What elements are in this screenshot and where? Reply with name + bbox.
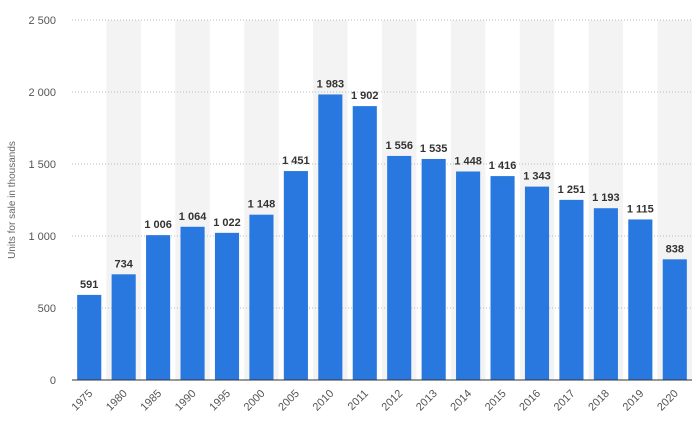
y-tick-label: 500 — [38, 303, 56, 315]
bar — [111, 274, 136, 380]
bar — [628, 219, 653, 380]
bar — [421, 158, 446, 380]
x-tick-label: 2005 — [276, 388, 302, 414]
data-labels: 591 734 1 006 1 064 1 022 1 148 1 451 1 983 1 90… — [80, 78, 684, 290]
data-label: 1 193 — [592, 192, 620, 204]
bar — [490, 176, 515, 380]
data-label: 838 — [666, 243, 684, 255]
x-tick-label: 2010 — [311, 388, 337, 414]
data-label: 1 022 — [213, 217, 241, 229]
data-label: 1 902 — [351, 90, 379, 102]
bar — [214, 232, 240, 380]
data-label: 1 251 — [558, 184, 586, 196]
data-label: 1 451 — [282, 155, 310, 167]
y-axis-ticks: 0 500 1 000 1 500 2 000 2 500 — [28, 15, 56, 387]
bar — [524, 186, 550, 380]
y-tick-label: 2 000 — [28, 87, 56, 99]
x-tick-label: 2014 — [448, 388, 474, 414]
data-label: 1 983 — [317, 78, 345, 90]
x-tick-label: 2017 — [552, 388, 578, 414]
y-tick-label: 1 500 — [28, 159, 56, 171]
x-tick-label: 2018 — [586, 388, 612, 414]
bar — [180, 226, 205, 380]
bar — [387, 155, 412, 380]
bar — [662, 259, 687, 380]
x-axis-ticks: 1975 1980 1985 1990 1995 2000 2005 2010 2011 2012… — [70, 388, 681, 414]
bar — [352, 106, 377, 380]
x-tick-label: 2012 — [380, 388, 406, 414]
bar — [249, 214, 274, 380]
bar — [283, 171, 308, 380]
bar — [318, 94, 343, 380]
data-label: 1 556 — [385, 140, 413, 152]
data-label: 1 535 — [420, 143, 448, 155]
y-tick-label: 0 — [50, 375, 56, 387]
x-tick-label: 1975 — [70, 388, 96, 414]
x-tick-label: 1990 — [173, 388, 199, 414]
y-tick-label: 2 500 — [28, 15, 56, 27]
x-tick-label: 2019 — [621, 388, 647, 414]
x-tick-label: 1985 — [138, 388, 164, 414]
x-tick-label: 2013 — [414, 388, 440, 414]
data-label: 591 — [80, 279, 98, 291]
data-label: 1 064 — [179, 211, 207, 223]
data-label: 734 — [114, 258, 133, 270]
bar — [77, 294, 102, 380]
x-tick-label: 2015 — [483, 388, 509, 414]
x-tick-label: 2020 — [655, 388, 681, 414]
bar — [593, 208, 618, 380]
x-tick-label: 2000 — [242, 388, 268, 414]
x-tick-label: 1980 — [104, 388, 130, 414]
y-axis-title: Units for sale in thousands — [7, 141, 18, 259]
data-label: 1 006 — [144, 219, 172, 231]
data-label: 1 115 — [627, 203, 654, 215]
x-tick-label: 2011 — [346, 388, 371, 413]
gridlines — [72, 19, 692, 309]
data-label: 1 416 — [489, 160, 517, 172]
data-label: 1 448 — [454, 155, 482, 167]
bar — [456, 171, 481, 380]
data-label: 1 343 — [523, 171, 551, 183]
bars — [77, 94, 687, 380]
x-tick-label: 2016 — [517, 388, 543, 414]
data-label: 1 148 — [248, 199, 276, 211]
y-tick-label: 1 000 — [28, 231, 56, 243]
bar — [146, 235, 171, 380]
bar — [559, 199, 584, 380]
x-tick-label: 1995 — [207, 388, 233, 414]
